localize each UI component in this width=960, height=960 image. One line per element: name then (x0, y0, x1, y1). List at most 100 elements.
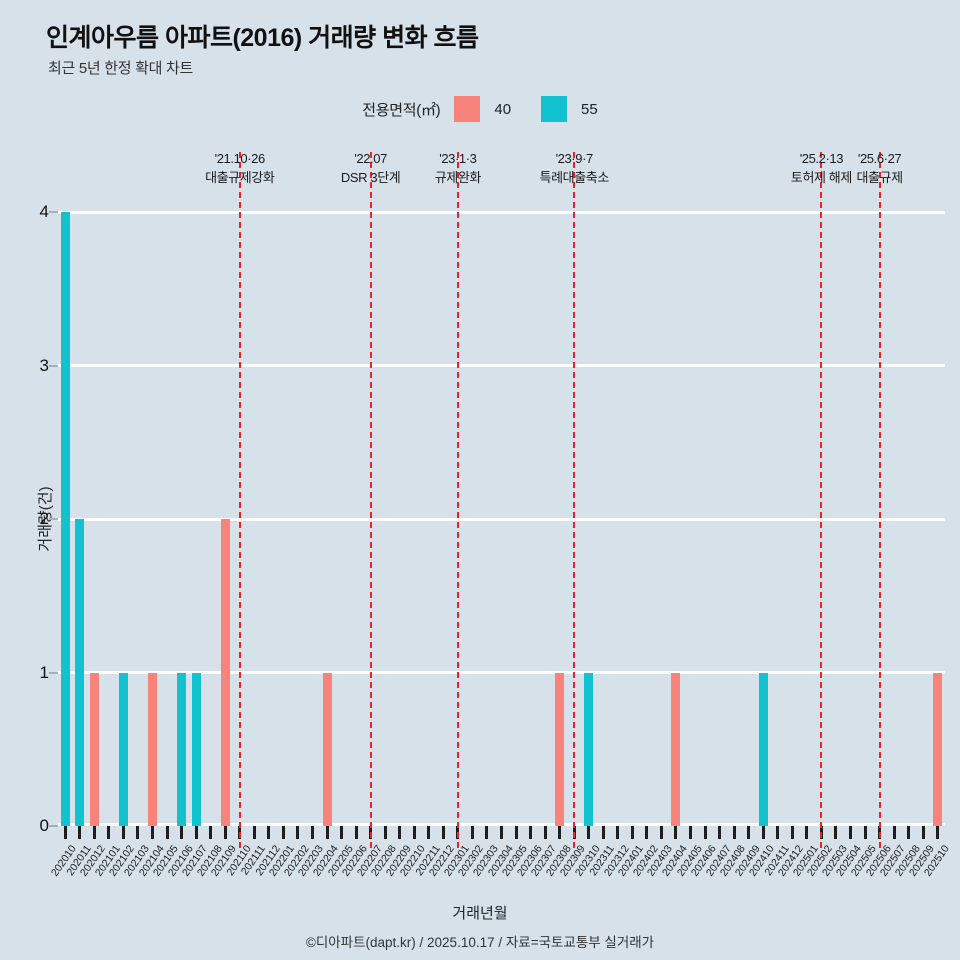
x-axis-tick (121, 826, 125, 839)
x-axis-tick (412, 826, 416, 839)
bar[interactable] (933, 672, 943, 826)
bar[interactable] (118, 672, 128, 826)
y-axis-tick-label: 4 (39, 202, 49, 221)
event-marker-line (820, 152, 823, 848)
x-axis-tick (558, 826, 562, 839)
event-annotation-text: 특례대출축소 (539, 169, 610, 185)
x-axis-tick (601, 826, 605, 839)
x-axis-tick (252, 826, 256, 839)
y-axis-tick (49, 825, 58, 827)
x-axis-tick (63, 826, 67, 839)
x-axis-tick (427, 826, 431, 839)
x-axis-tick (761, 826, 765, 839)
x-axis-tick (485, 826, 489, 839)
event-annotation-label: '23·9·7 특례대출축소 (539, 150, 610, 188)
y-axis-tick-label: 0 (39, 816, 49, 835)
chart-legend: 전용면적(㎡) 40 55 (0, 96, 960, 122)
event-annotation-text: 대출규제강화 (205, 169, 275, 185)
x-axis-tick (398, 826, 402, 839)
x-axis-tick (834, 826, 838, 839)
bar[interactable] (555, 672, 565, 826)
bar[interactable] (584, 672, 594, 826)
x-axis-tick (863, 826, 867, 839)
x-axis-tick (907, 826, 911, 839)
event-annotation-text: 대출규제 (856, 169, 903, 185)
event-annotation-label: '25.2·13 토허제 해제 (791, 150, 852, 188)
gridline (58, 671, 945, 674)
x-axis-tick (703, 826, 707, 839)
x-axis-tick (180, 826, 184, 839)
x-axis-tick (78, 826, 82, 839)
page-title: 인계아우름 아파트(2016) 거래량 변화 흐름 (46, 24, 479, 52)
legend-item-40[interactable]: 40 (454, 96, 541, 122)
y-axis-tick-label: 1 (39, 662, 49, 682)
bar[interactable] (177, 672, 187, 826)
x-axis-tick (659, 826, 663, 839)
legend-label-55: 55 (581, 100, 598, 118)
x-axis-tick (674, 826, 678, 839)
x-axis-tick (441, 826, 445, 839)
bar[interactable] (191, 672, 201, 826)
x-axis-tick (354, 826, 358, 839)
x-axis-tick (805, 826, 809, 839)
event-annotation-label: '23·1·3 규제완화 (434, 150, 482, 188)
x-axis-tick (718, 826, 722, 839)
event-annotation-label: '21.10·26 대출규제강화 (205, 150, 275, 188)
x-axis-tick (529, 826, 533, 839)
x-axis-tick (92, 826, 96, 839)
bar[interactable] (758, 672, 768, 826)
x-axis-tick (267, 826, 271, 839)
y-axis-tick (49, 671, 58, 674)
event-marker-line (369, 152, 372, 848)
x-axis-tick (514, 826, 518, 839)
legend-title: 전용면적(㎡) (362, 101, 441, 119)
event-marker-line (238, 152, 241, 848)
event-annotation-date: '21.10·26 (214, 151, 266, 166)
bar[interactable] (322, 672, 332, 826)
legend-swatch-40 (454, 96, 481, 122)
event-annotation-date: '25.2·13 (799, 151, 844, 166)
plot-area: 거래량(건) 0 1 2 3 4 202010 202011 202012 202101 2021… (37, 151, 951, 879)
gridline (58, 517, 945, 521)
event-marker-line (456, 152, 459, 848)
x-axis-tick (500, 826, 503, 839)
bar[interactable] (89, 672, 99, 826)
bar[interactable] (220, 519, 230, 826)
x-axis-tick (892, 826, 896, 839)
x-axis-tick (296, 826, 300, 839)
x-axis-tick (383, 826, 387, 839)
x-axis-tick (165, 826, 169, 839)
x-axis-tick (281, 826, 285, 839)
y-axis-tick (49, 364, 58, 367)
legend-swatch-55 (541, 96, 568, 122)
x-axis-tick (848, 826, 852, 839)
legend-item-55[interactable]: 55 (541, 96, 598, 122)
bar[interactable] (60, 212, 70, 826)
x-axis-tick (325, 826, 329, 839)
bar[interactable] (671, 672, 681, 826)
gridline (58, 364, 945, 367)
event-annotation-date: '22.07 (354, 151, 387, 166)
x-axis-tick (310, 826, 314, 839)
x-axis-tick (340, 826, 344, 839)
x-axis-tick (776, 826, 780, 839)
x-axis-tick (645, 826, 649, 839)
y-axis-tick (49, 518, 58, 520)
event-annotation-text: 토허제 해제 (790, 169, 852, 185)
event-marker-line (573, 152, 576, 848)
event-annotation-label: '22.07 DSR 3단계 (341, 150, 401, 188)
x-axis-tick (732, 826, 736, 839)
x-axis-tick (151, 826, 155, 839)
x-axis-tick (470, 826, 474, 839)
x-axis-tick (194, 826, 198, 839)
event-annotation-text: 규제완화 (434, 169, 482, 185)
chart-footer: ©디아파트(dapt.kr) / 2025.10.17 / 자료=국토교통부 실… (305, 935, 655, 950)
bar[interactable] (75, 519, 85, 826)
bar[interactable] (148, 672, 158, 826)
y-axis-tick (49, 211, 58, 213)
event-annotation-date: '23·1·3 (439, 151, 477, 166)
x-axis-tick (747, 826, 751, 839)
x-axis-tick (790, 826, 794, 839)
x-axis-tick (936, 826, 940, 839)
